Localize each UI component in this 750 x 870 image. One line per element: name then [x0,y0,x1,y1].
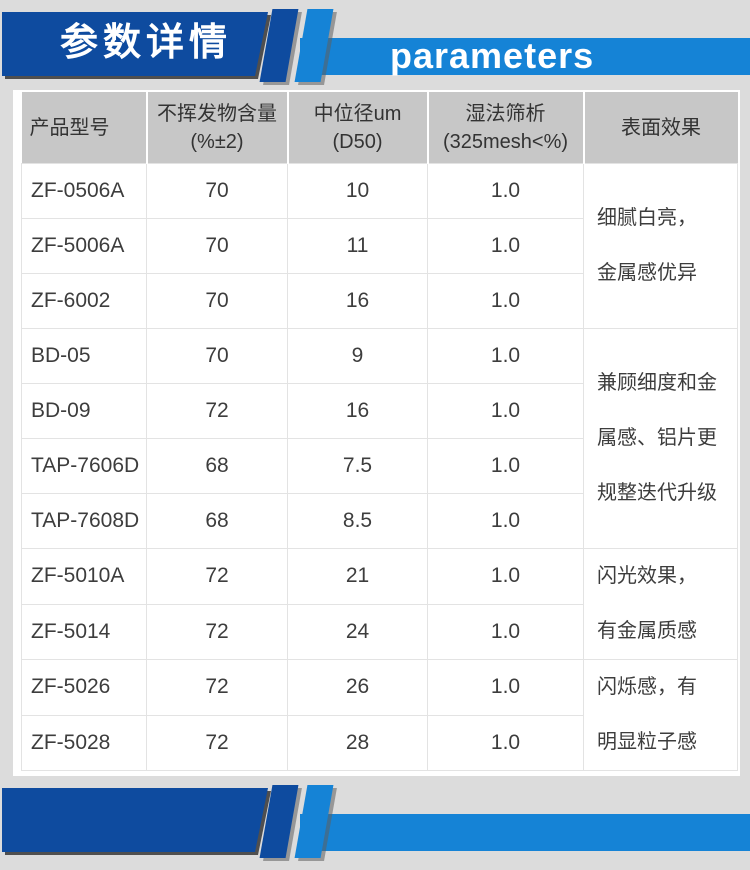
banner-light-band: parameters [300,38,750,75]
model-cell: TAP-7606D [21,438,147,494]
mesh-cell: 1.0 [427,548,584,605]
d50-cell: 11 [287,218,428,274]
mesh-cell: 1.0 [427,438,584,494]
table-row: ZF-5014 72 24 1.0 [21,603,738,660]
nonvolatile-cell: 70 [146,218,288,274]
banner-dark-bar: 参数详情 [2,12,268,76]
model-cell: ZF-5014 [21,603,147,660]
section-banner: 参数详情 parameters [0,0,750,94]
mesh-cell: 1.0 [427,659,584,716]
d50-cell: 8.5 [287,493,428,549]
nonvolatile-cell: 68 [146,438,288,494]
section-title-en: parameters [390,35,595,76]
nonvolatile-cell: 72 [146,383,288,439]
table-row: ZF-5010A 72 21 1.0 闪光效果， 有金属质感 [21,548,738,660]
next-section-banner [0,776,750,870]
mesh-cell: 1.0 [427,218,584,274]
d50-cell: 16 [287,383,428,439]
col-header-nonvolatile: 不挥发物含量 (%±2) [145,92,288,164]
nonvolatile-cell: 68 [146,493,288,549]
nonvolatile-cell: 70 [146,328,288,384]
banner-light-band [300,814,750,851]
mesh-cell: 1.0 [427,714,584,771]
table-row: ZF-6002 70 16 1.0 [21,273,738,329]
col-header-model: 产品型号 [21,92,147,164]
nonvolatile-cell: 70 [146,273,288,329]
model-cell: ZF-5006A [21,218,147,274]
table-header-row: 产品型号 不挥发物含量 (%±2) 中位径um (D50) 湿法筛析 (325m… [21,92,738,164]
d50-cell: 7.5 [287,438,428,494]
nonvolatile-cell: 72 [146,714,288,771]
mesh-cell: 1.0 [427,273,584,329]
nonvolatile-cell: 72 [146,548,288,605]
effect-cell-group2: 兼顾细度和金 属感、铝片更 规整迭代升级 [583,328,738,549]
mesh-cell: 1.0 [427,163,584,219]
d50-cell: 10 [287,163,428,219]
parameters-table: 产品型号 不挥发物含量 (%±2) 中位径um (D50) 湿法筛析 (325m… [21,92,738,771]
model-cell: ZF-6002 [21,273,147,329]
model-cell: ZF-5010A [21,548,147,605]
col-header-effect: 表面效果 [582,92,738,164]
d50-cell: 9 [287,328,428,384]
effect-cell-group1: 细腻白亮， 金属感优异 [583,163,738,329]
col-header-mesh: 湿法筛析 (325mesh<%) [426,92,584,164]
model-cell: BD-09 [21,383,147,439]
table-row: ZF-5006A 70 11 1.0 [21,218,738,274]
d50-cell: 28 [287,714,428,771]
model-cell: TAP-7608D [21,493,147,549]
mesh-cell: 1.0 [427,328,584,384]
model-cell: ZF-0506A [21,163,147,219]
d50-cell: 21 [287,548,428,605]
model-cell: BD-05 [21,328,147,384]
table-row: TAP-7606D 68 7.5 1.0 [21,438,738,494]
d50-cell: 24 [287,603,428,660]
mesh-cell: 1.0 [427,603,584,660]
mesh-cell: 1.0 [427,383,584,439]
model-cell: ZF-5026 [21,659,147,716]
d50-cell: 26 [287,659,428,716]
nonvolatile-cell: 70 [146,163,288,219]
mesh-cell: 1.0 [427,493,584,549]
effect-cell-group3: 闪光效果， 有金属质感 [583,548,738,660]
table-row: ZF-5026 72 26 1.0 闪烁感，有 明显粒子感 [21,659,738,771]
nonvolatile-cell: 72 [146,603,288,660]
table-row: BD-05 70 9 1.0 兼顾细度和金 属感、铝片更 规整迭代升级 [21,328,738,549]
table-row: ZF-0506A 70 10 1.0 细腻白亮， 金属感优异 [21,163,738,329]
model-cell: ZF-5028 [21,714,147,771]
banner-dark-bar [2,788,268,852]
table-row: BD-09 72 16 1.0 [21,383,738,439]
section-title-zh: 参数详情 [60,22,233,64]
table-row: ZF-5028 72 28 1.0 [21,714,738,771]
col-header-d50: 中位径um (D50) [286,92,428,164]
nonvolatile-cell: 72 [146,659,288,716]
effect-cell-group4: 闪烁感，有 明显粒子感 [583,659,738,771]
table-row: TAP-7608D 68 8.5 1.0 [21,493,738,549]
d50-cell: 16 [287,273,428,329]
content-panel: 产品型号 不挥发物含量 (%±2) 中位径um (D50) 湿法筛析 (325m… [13,90,740,776]
